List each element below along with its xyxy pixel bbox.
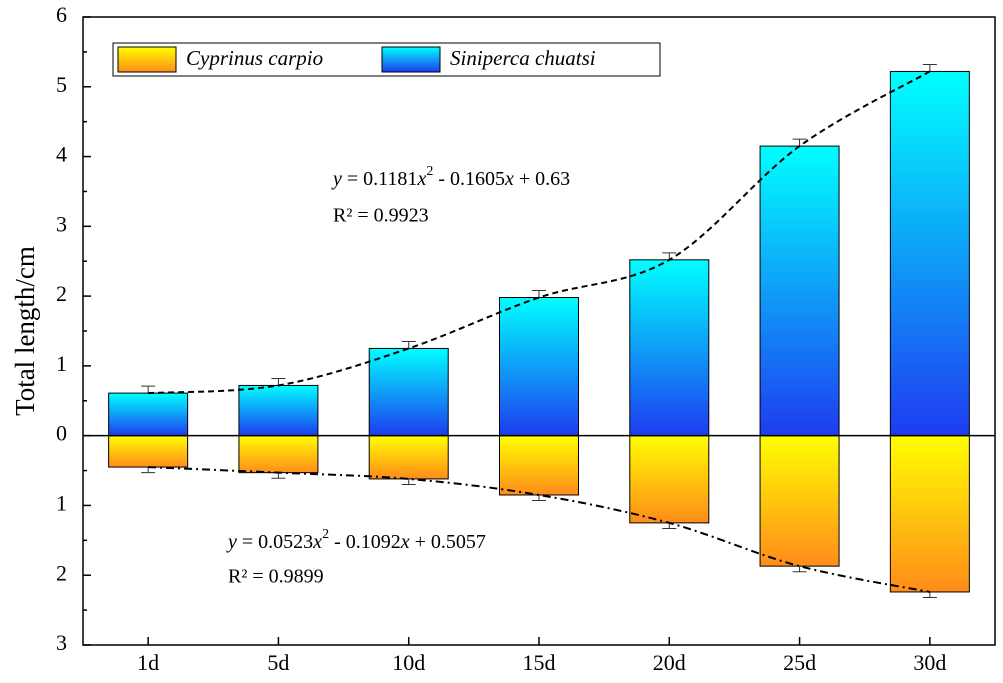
legend-label: Siniperca chuatsi	[450, 46, 596, 70]
equation-part: x	[504, 168, 514, 190]
error-bar	[662, 252, 677, 260]
equation-part: x	[400, 531, 410, 553]
y-tick-label: 6	[56, 2, 67, 27]
equation-part: + 0.63	[514, 168, 570, 190]
y-tick-label: 3	[56, 630, 67, 655]
y-tick-label: 2	[56, 281, 67, 306]
bar	[238, 435, 319, 474]
x-tick-label: 30d	[913, 650, 946, 675]
bar	[889, 435, 970, 593]
error-bar	[532, 494, 546, 502]
legend-label: Cyprinus carpio	[186, 46, 323, 70]
bar	[368, 347, 449, 437]
x-tick-label: 5d	[267, 650, 289, 675]
equation-part: - 0.1092	[329, 531, 401, 553]
bar	[629, 259, 710, 437]
bar	[368, 435, 449, 480]
fit-r2: R² = 0.9923	[333, 205, 429, 227]
error-bar	[141, 385, 156, 394]
y-tick-label: 1	[56, 490, 67, 515]
y-tick-label: 2	[56, 560, 67, 585]
bar	[889, 70, 970, 437]
error-bar	[401, 340, 416, 349]
legend-swatch	[117, 46, 177, 73]
bar	[759, 145, 840, 437]
error-bar	[792, 566, 807, 573]
bar	[108, 435, 189, 468]
equation-part: y	[331, 168, 342, 190]
equation-part: = 0.1181	[342, 168, 418, 190]
y-axis-label: Total length/cm	[10, 246, 40, 416]
equation-part: + 0.5057	[410, 531, 486, 553]
bar	[629, 435, 710, 524]
x-tick-label: 1d	[137, 650, 159, 675]
error-bar	[401, 478, 416, 486]
error-bar	[271, 377, 286, 386]
trend-line	[148, 70, 931, 395]
x-tick-label: 20d	[653, 650, 686, 675]
x-tick-label: 15d	[523, 650, 556, 675]
x-tick-label: 25d	[783, 650, 816, 675]
error-bar	[532, 290, 546, 298]
fit-equation: y = 0.0523x2 - 0.1092x + 0.5057	[226, 527, 486, 552]
legend-swatch	[381, 46, 441, 73]
y-tick-label: 0	[56, 421, 67, 446]
bar	[499, 435, 579, 496]
x-tick-label: 10d	[392, 650, 425, 675]
y-tick-label: 1	[56, 351, 67, 376]
equation-part: 2	[426, 164, 433, 179]
equation-part: y	[226, 531, 237, 553]
equation-part: 2	[322, 527, 329, 542]
error-bar	[922, 591, 937, 599]
error-bar	[922, 63, 937, 72]
equation-part: = 0.0523	[237, 531, 313, 553]
fit-r2: R² = 0.9899	[228, 566, 324, 588]
equation-part: - 0.1605	[433, 168, 505, 190]
equation-part: x	[312, 531, 322, 553]
y-tick-label: 5	[56, 72, 67, 97]
bar	[499, 297, 579, 437]
trend-line	[148, 466, 931, 593]
y-tick-label: 3	[56, 211, 67, 236]
bar	[759, 435, 840, 567]
bar	[238, 384, 319, 437]
y-tick-label: 4	[56, 142, 67, 167]
bar	[108, 392, 189, 437]
equation-part: x	[416, 168, 426, 190]
error-bar	[792, 138, 807, 147]
fit-equation: y = 0.1181x2 - 0.1605x + 0.63	[331, 164, 570, 189]
